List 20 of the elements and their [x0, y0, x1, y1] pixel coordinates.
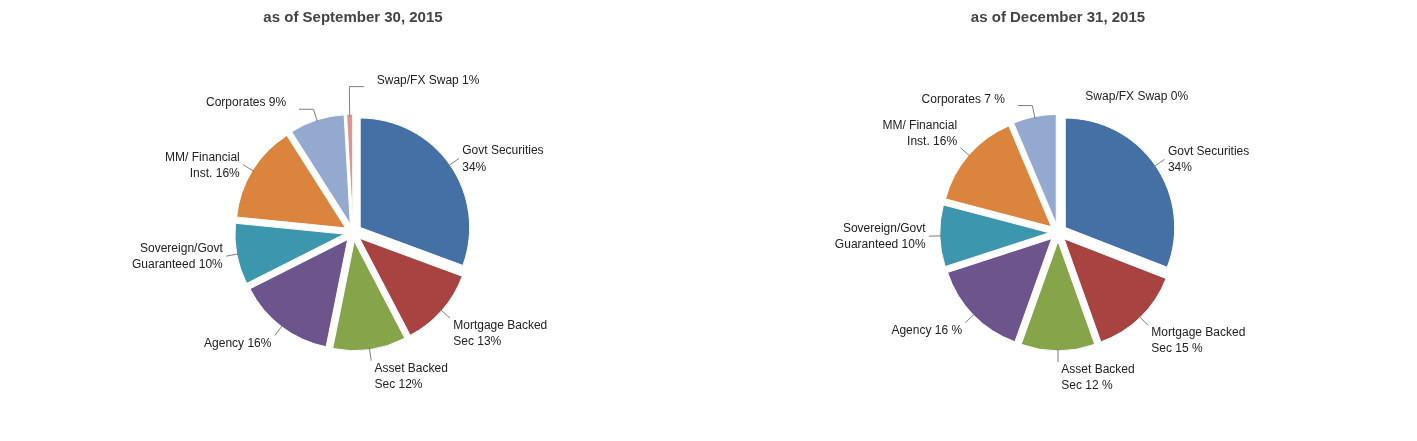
chart-title: as of September 30, 2015 — [263, 7, 443, 25]
slice-label: Mortgage Backed Sec 13% — [453, 318, 548, 349]
slice-label: MM/ Financial Inst. 16% — [882, 117, 958, 148]
slice-label: Govt Securities — [462, 143, 544, 158]
slice-label: Swap/FX Swap 1% — [376, 72, 480, 87]
slice-label: Agency 16% — [204, 335, 272, 350]
slice-label: MM/ Financial Inst. 16% — [165, 149, 241, 180]
data-label: 34% — [1167, 160, 1193, 175]
slice-label: Sovereign/Govt Guaranteed 10% — [834, 221, 927, 252]
data-label: 34% — [462, 159, 487, 174]
slice-label: Corporates 9% — [206, 95, 287, 110]
slice-label: Govt Securities — [1167, 144, 1250, 159]
slice-label: Sovereign/Govt Guaranteed 10% — [132, 241, 224, 272]
slice-label: Mortgage Backed Sec 15 % — [1151, 325, 1246, 356]
slice-label: Asset Backed Sec 12% — [374, 360, 448, 391]
category-label: Swap/FX Swap 0% — [1085, 89, 1189, 104]
chart-title: as of December 31, 2015 — [970, 7, 1146, 25]
slice-label: Corporates 7 % — [921, 91, 1006, 106]
slice-label: Agency 16 % — [891, 322, 963, 337]
slice-label: Asset Backed Sec 12 % — [1061, 361, 1135, 393]
